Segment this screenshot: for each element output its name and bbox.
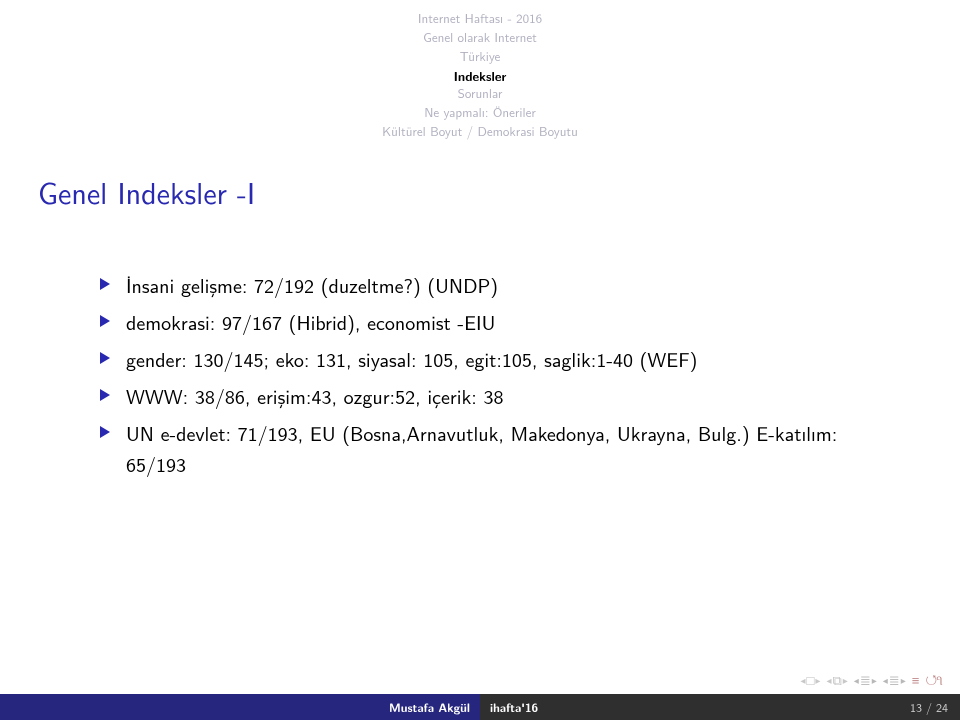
- nav-line-0[interactable]: Internet Haftası - 2016: [0, 10, 960, 29]
- footer-bar: Mustafa Akgül ihafta'16 13 / 24: [0, 694, 960, 720]
- item-text: İnsani gelişme: 72/192 (duzeltme?) (UNDP…: [126, 271, 498, 300]
- bullet-icon: [100, 315, 110, 327]
- list-item: UN e-devlet: 71/193, EU (Bosna,Arnavutlu…: [100, 418, 900, 480]
- footer-title-block: ihafta'16 13 / 24: [480, 694, 960, 720]
- item-text: demokrasi: 97/167 (Hibrid), economist -E…: [126, 308, 495, 337]
- nav-slide-icon[interactable]: ◂□▸: [801, 671, 821, 690]
- footer-author: Mustafa Akgül: [0, 694, 480, 720]
- section-nav: Internet Haftası - 2016 Genel olarak Int…: [0, 10, 960, 142]
- page-number: 13 / 24: [910, 694, 948, 720]
- nav-line-1[interactable]: Genel olarak Internet: [0, 29, 960, 48]
- bullet-icon: [100, 352, 110, 364]
- list-item: demokrasi: 97/167 (Hibrid), economist -E…: [100, 307, 900, 338]
- slide-title: Genel Indeksler -I: [38, 170, 255, 214]
- nav-back-icon[interactable]: ≡: [912, 671, 920, 690]
- nav-line-6[interactable]: Kültürel Boyut / Demokrasi Boyutu: [0, 123, 960, 142]
- list-item: İnsani gelişme: 72/192 (duzeltme?) (UNDP…: [100, 270, 900, 301]
- bullet-icon: [100, 278, 110, 290]
- footer-short-title: ihafta'16: [490, 698, 538, 716]
- nav-search-icon[interactable]: ↺૧: [925, 670, 942, 690]
- bullet-list: İnsani gelişme: 72/192 (duzeltme?) (UNDP…: [100, 270, 900, 486]
- nav-frame-icon[interactable]: ◂⧉▸: [826, 671, 847, 690]
- nav-section-icon[interactable]: ◂≣▸: [854, 671, 877, 690]
- list-item: gender: 130/145; eko: 131, siyasal: 105,…: [100, 344, 900, 375]
- item-text: gender: 130/145; eko: 131, siyasal: 105,…: [126, 345, 697, 374]
- nav-line-2[interactable]: Türkiye: [0, 48, 960, 67]
- bullet-icon: [100, 389, 110, 401]
- bullet-icon: [100, 426, 110, 438]
- nav-line-4[interactable]: Sorunlar: [0, 85, 960, 104]
- list-item: WWW: 38/86, erişim:43, ozgur:52, içerik:…: [100, 381, 900, 412]
- beamer-nav-symbols[interactable]: ◂□▸ ◂⧉▸ ◂≣▸ ◂≣▸ ≡ ↺૧: [801, 670, 942, 690]
- nav-line-5[interactable]: Ne yapmalı: Öneriler: [0, 104, 960, 123]
- nav-line-3[interactable]: Indeksler: [0, 67, 960, 86]
- item-text: UN e-devlet: 71/193, EU (Bosna,Arnavutlu…: [126, 419, 837, 479]
- nav-subsection-icon[interactable]: ◂≣▸: [883, 671, 906, 690]
- item-text: WWW: 38/86, erişim:43, ozgur:52, içerik:…: [126, 382, 504, 411]
